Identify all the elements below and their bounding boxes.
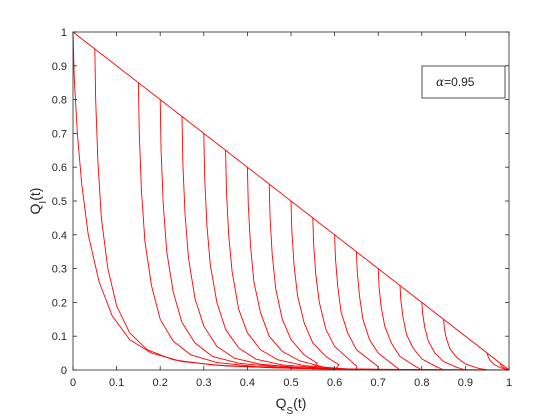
- x-tick-label: 0.9: [458, 377, 473, 389]
- legend: α=0.95: [421, 65, 506, 99]
- y-tick-label: 0.8: [52, 95, 67, 107]
- trajectory-curve-10: [290, 200, 340, 371]
- trajectory-curve-7: [225, 150, 357, 371]
- x-tick-label: 0.1: [109, 377, 124, 389]
- trajectory-curve-15: [399, 285, 444, 371]
- x-tick-label: 0.8: [414, 377, 429, 389]
- y-tick-label: 0.2: [52, 297, 67, 309]
- trajectory-curve-11: [312, 217, 357, 370]
- trajectory-curve-4: [159, 99, 422, 371]
- trajectory-curve-18: [486, 352, 510, 371]
- axes: 0 0.1 0.2 0.3 0.4 0.5 0.6 0.7 0.8 0.9 1 0 0.1 0.2 0.3 0…: [52, 27, 512, 389]
- trajectory-curve-17: [443, 319, 488, 371]
- y-tick-label: 0.9: [52, 61, 67, 73]
- y-tick-label: 0.6: [52, 162, 67, 174]
- trajectory-curve-12: [334, 234, 379, 370]
- legend-label: α=0.95: [436, 75, 475, 89]
- y-tick-label: 0.1: [52, 331, 67, 343]
- trajectory-curve-9: [268, 184, 318, 371]
- trajectory-curve-5: [181, 116, 401, 371]
- trajectory-curve-19: [499, 363, 510, 371]
- x-tick-label: 0.4: [240, 377, 255, 389]
- x-tick-label: 0.6: [327, 377, 342, 389]
- y-tick-label: 0.7: [52, 128, 67, 140]
- y-tick-label: 0.4: [52, 230, 67, 242]
- legend-box: [421, 65, 506, 99]
- y-axis-label: QI(t): [27, 188, 49, 215]
- y-tick-label: 0: [61, 365, 67, 377]
- y-tick-label: 0.5: [52, 196, 67, 208]
- trajectory-curve-6: [203, 133, 379, 371]
- x-tick-label: 0.7: [371, 377, 386, 389]
- x-axis-label: QS(t): [276, 395, 307, 417]
- trajectory-curve-8: [246, 167, 335, 371]
- y-tick-label: 1: [61, 27, 67, 39]
- x-tick-label: 0.3: [196, 377, 211, 389]
- x-tick-label: 0.2: [153, 377, 168, 389]
- trajectory-curves: [72, 31, 510, 371]
- y-tick-label: 0.3: [52, 264, 67, 276]
- trajectory-curve-16: [421, 302, 466, 371]
- trajectory-curve-13: [355, 251, 401, 371]
- trajectory-curve-14: [377, 268, 423, 371]
- x-tick-label: 0: [70, 377, 76, 389]
- x-tick-label: 0.5: [283, 377, 298, 389]
- x-tick-label: 1: [506, 377, 512, 389]
